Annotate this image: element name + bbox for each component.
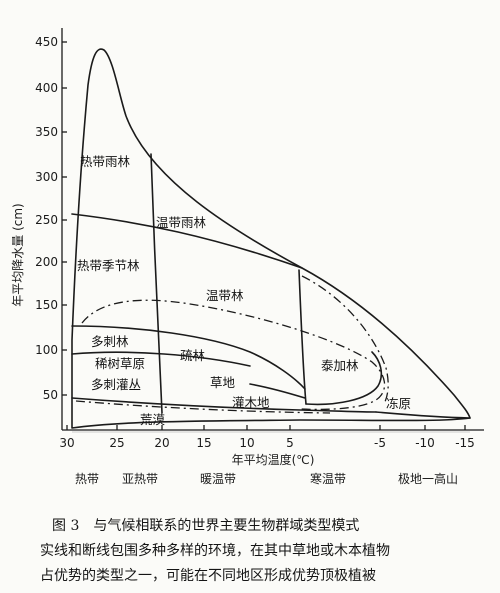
axes <box>61 28 484 431</box>
y-axis-title: 年平均降水量 (cm) <box>11 203 25 306</box>
desert-boundary <box>71 397 377 413</box>
label-savanna: 稀树草原 <box>95 356 145 371</box>
x-tick-10: 10 <box>239 436 254 450</box>
biome-boundaries <box>71 48 471 429</box>
x-tick-15: 15 <box>196 436 211 450</box>
x-tick-neg15: -15 <box>455 436 475 450</box>
label-thorn-scrub: 多刺灌丛 <box>91 377 141 392</box>
y-tick-150: 150 <box>35 298 58 312</box>
label-grassland: 草地 <box>210 375 236 390</box>
dashed-taiga-tundra <box>301 275 389 405</box>
biome-labels: 热带雨林 温带雨林 热带季节林 温带林 多刺林 稀树草原 多刺灌丛 疏林 草地 … <box>77 154 411 427</box>
label-tropical-seasonal-forest: 热带季节林 <box>77 258 140 273</box>
x-tick-30: 30 <box>59 436 74 450</box>
y-tick-50: 50 <box>43 388 58 402</box>
y-tick-labels: 50 100 150 200 250 300 350 400 450 <box>35 35 58 402</box>
y-tick-300: 300 <box>35 170 58 184</box>
temperate-taiga-divider <box>298 269 307 405</box>
x-tick-neg10: -10 <box>415 436 435 450</box>
rainforest-seasonal-boundary <box>71 213 303 269</box>
label-tundra: 冻原 <box>386 396 411 411</box>
dashdot-loop <box>81 299 386 411</box>
y-tick-450: 450 <box>35 35 58 49</box>
tundra-base <box>375 411 471 419</box>
label-shrubland: 灌木地 <box>232 395 270 410</box>
grassland-boundary <box>249 383 306 399</box>
x-tick-labels: 30 25 20 15 10 5 -5 -10 -15 <box>59 436 474 450</box>
y-tick-200: 200 <box>35 255 58 269</box>
y-tick-100: 100 <box>35 343 58 357</box>
zone-subtropical: 亚热带 <box>122 472 158 486</box>
label-woodland: 疏林 <box>180 348 206 363</box>
zone-labels: 热带 亚热带 暖温带 寒温带 极地一高山 <box>75 471 458 486</box>
zone-tropical: 热带 <box>75 472 99 486</box>
y-tick-350: 350 <box>35 125 58 139</box>
x-tick-5: 5 <box>286 436 294 450</box>
label-temperate-rainforest: 温带雨林 <box>156 215 207 230</box>
x-tick-neg5: -5 <box>374 436 386 450</box>
x-tick-20: 20 <box>154 436 169 450</box>
x-tick-25: 25 <box>109 436 124 450</box>
figure-caption-line-1: 实线和断线包围多种多样的环境，在其中草地或木本植物 <box>40 543 390 559</box>
dashed-desert-base <box>75 400 331 414</box>
figure-caption-line-2: 占优势的类型之一，可能在不同地区形成优势顶极植被 <box>40 568 376 584</box>
label-temperate-forest: 温带林 <box>206 288 244 303</box>
zone-polar-alpine: 极地一高山 <box>398 471 458 486</box>
label-desert: 荒漠 <box>140 412 166 427</box>
x-axis-title: 年平均温度(℃) <box>232 452 315 467</box>
label-taiga: 泰加林 <box>321 358 359 373</box>
thorn-forest-boundary <box>71 325 306 390</box>
savanna-boundary <box>71 351 251 367</box>
label-tropical-rainforest: 热带雨林 <box>80 154 131 169</box>
y-tick-400: 400 <box>35 81 58 95</box>
tropical-temperate-divider <box>150 153 163 414</box>
zone-warm-temperate: 暖温带 <box>200 472 236 486</box>
y-tick-250: 250 <box>35 213 58 227</box>
dashed-boundaries <box>75 275 389 414</box>
label-thorn-forest: 多刺林 <box>91 334 129 349</box>
zone-cold-temperate: 寒温带 <box>310 471 346 486</box>
taiga-loop <box>305 351 383 406</box>
outer-envelope <box>71 48 471 429</box>
figure-caption-title: 图 3 与气候相联系的世界主要生物群域类型模式 <box>52 518 360 534</box>
